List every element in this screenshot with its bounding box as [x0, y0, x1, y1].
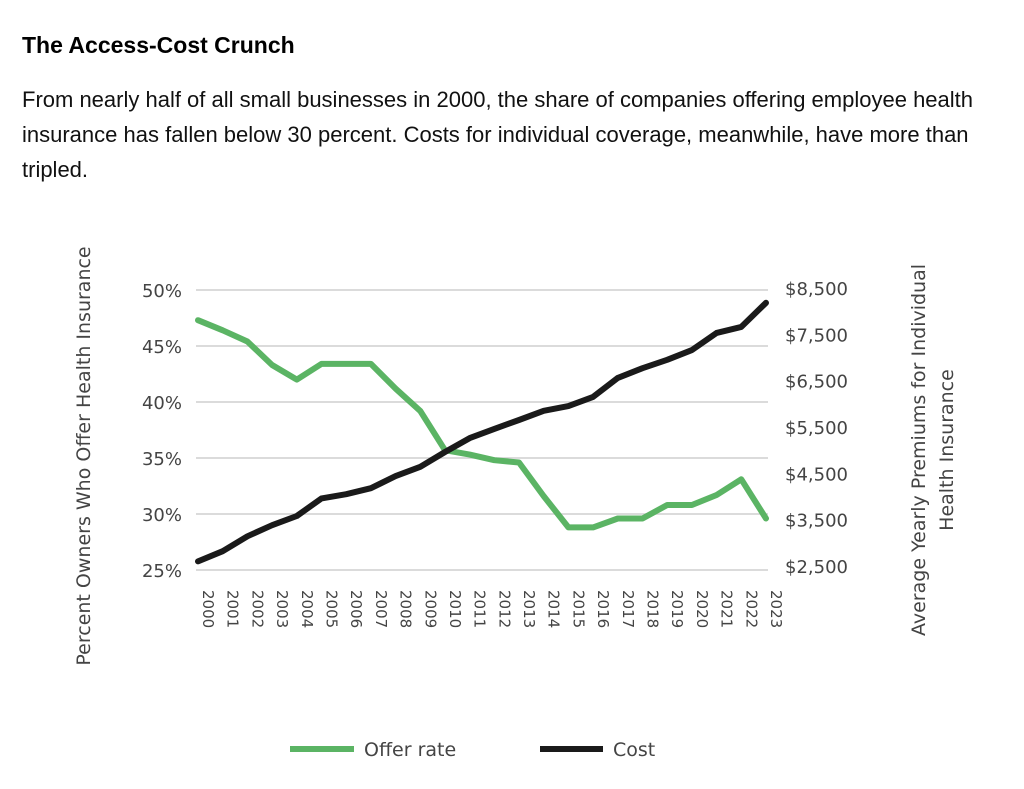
- x-tick-label: 2019: [668, 590, 686, 628]
- x-tick-label: 2016: [594, 590, 612, 628]
- x-tick-label: 2000: [199, 590, 217, 628]
- x-tick-label: 2007: [372, 590, 390, 628]
- x-tick-label: 2001: [224, 590, 242, 628]
- left-tick-label: 40%: [142, 393, 182, 414]
- x-tick-label: 2015: [569, 590, 587, 628]
- right-tick-label: $6,500: [785, 372, 848, 393]
- series-lines: [195, 299, 769, 565]
- right-axis-title-line2: Health Insurance: [936, 369, 958, 531]
- x-tick-label: 2012: [495, 590, 513, 628]
- x-tick-label: 2009: [421, 590, 439, 628]
- right-tick-label: $8,500: [785, 279, 848, 300]
- chart-subtitle: From nearly half of all small businesses…: [22, 87, 974, 182]
- x-tick-label: 2010: [446, 590, 464, 628]
- x-tick-label: 2004: [298, 590, 316, 628]
- left-tick-label: 25%: [142, 561, 182, 582]
- right-tick-label: $7,500: [785, 325, 848, 346]
- x-tick-label: 2008: [397, 590, 415, 628]
- x-tick-label: 2013: [520, 590, 538, 628]
- x-tick-label: 2006: [347, 590, 365, 628]
- x-tick-label: 2018: [644, 590, 662, 628]
- x-tick-label: 2002: [248, 590, 266, 628]
- legend: Offer rate Cost: [290, 739, 655, 761]
- left-axis-title: Percent Owners Who Offer Health Insuranc…: [73, 246, 95, 665]
- x-axis-ticks: 2000 2001 2002 2003 2004 2005 2006 2007 2008 2009…: [199, 590, 785, 628]
- x-tick-label: 2021: [718, 590, 736, 628]
- left-tick-label: 50%: [142, 281, 182, 302]
- left-tick-label: 30%: [142, 505, 182, 526]
- gridlines: [196, 289, 768, 571]
- right-tick-label: $4,500: [785, 464, 848, 485]
- right-axis-ticks: $8,500 $7,500 $6,500 $5,500 $4,500 $3,500 $2,5…: [785, 279, 848, 578]
- series-line-cost: [195, 299, 769, 565]
- x-tick-label: 2011: [471, 590, 489, 628]
- right-tick-label: $3,500: [785, 511, 848, 532]
- x-tick-label: 2017: [619, 590, 637, 628]
- x-tick-label: 2023: [767, 590, 785, 628]
- right-tick-label: $2,500: [785, 557, 848, 578]
- legend-label-cost: Cost: [613, 739, 655, 761]
- right-tick-label: $5,500: [785, 418, 848, 439]
- left-tick-label: 35%: [142, 449, 182, 470]
- x-tick-label: 2003: [273, 590, 291, 628]
- chart-title: The Access-Cost Crunch: [22, 32, 295, 58]
- x-tick-label: 2022: [742, 590, 760, 628]
- series-line-offer-rate: [195, 317, 769, 531]
- x-tick-label: 2005: [322, 590, 340, 628]
- left-axis-ticks: 50% 45% 40% 35% 30% 25%: [142, 281, 182, 582]
- legend-label-offer-rate: Offer rate: [364, 739, 456, 761]
- right-axis-title-line1: Average Yearly Premiums for Individual: [908, 264, 930, 636]
- left-tick-label: 45%: [142, 337, 182, 358]
- x-tick-label: 2014: [545, 590, 563, 628]
- x-tick-label: 2020: [693, 590, 711, 628]
